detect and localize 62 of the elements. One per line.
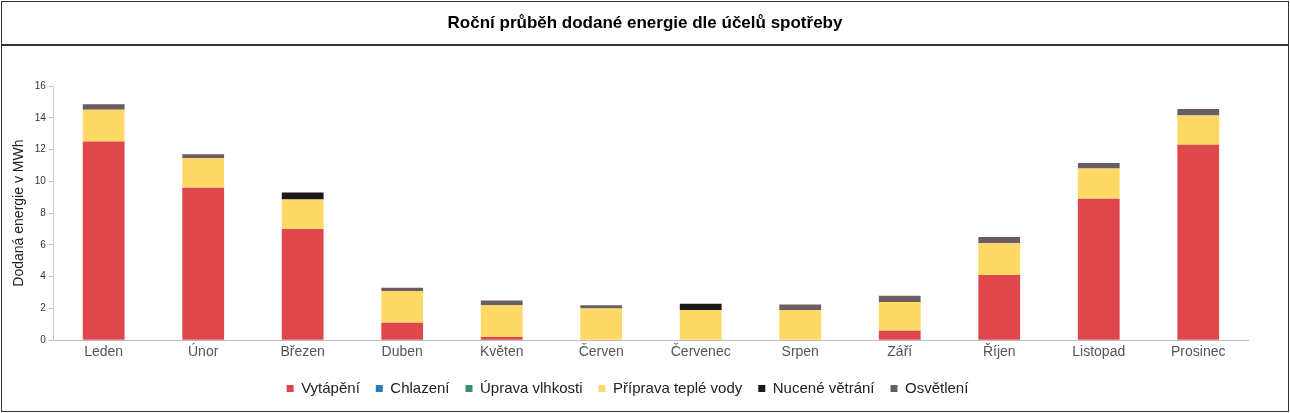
y-tick-label: 0 <box>40 333 47 345</box>
x-tick-label: Srpen <box>781 343 819 360</box>
bar <box>580 305 623 309</box>
bar <box>480 300 523 306</box>
legend-label: Nucené větrání <box>772 378 876 396</box>
bar <box>381 290 424 323</box>
bar <box>381 322 424 340</box>
bar <box>1177 144 1220 340</box>
y-tick-label: 16 <box>34 79 47 91</box>
bar <box>978 243 1021 276</box>
bar <box>679 303 722 311</box>
x-tick-label: Leden <box>84 343 124 360</box>
x-tick-label: Listopad <box>1072 343 1126 360</box>
bar <box>480 337 523 340</box>
x-tick-label: Prosinec <box>1171 343 1226 360</box>
bar <box>1177 109 1220 116</box>
legend-label: Úprava vlhkosti <box>480 378 583 396</box>
bar <box>82 141 125 340</box>
bar <box>1077 163 1120 169</box>
bar <box>281 199 324 229</box>
x-tick-label: Březen <box>280 343 325 360</box>
x-tick-label: Říjen <box>982 343 1016 360</box>
x-tick-label: Červen <box>578 343 624 360</box>
bar <box>182 154 225 159</box>
y-tick-label: 10 <box>34 175 47 187</box>
x-tick-label: Květen <box>479 343 524 360</box>
chart-title: Roční průběh dodané energie dle účelů spotřeby <box>2 2 1288 46</box>
y-tick-label: 4 <box>40 270 47 282</box>
legend-label: Chlazení <box>390 378 451 396</box>
x-tick-label: Duben <box>381 343 423 360</box>
bar <box>580 308 623 340</box>
bar <box>82 109 125 142</box>
bar <box>978 275 1021 340</box>
bar <box>878 295 921 303</box>
y-tick-label: 14 <box>34 111 47 123</box>
y-tick-label: 2 <box>40 302 47 314</box>
bar <box>1077 168 1120 199</box>
legend-label: Příprava teplé vody <box>613 378 743 396</box>
bar <box>82 104 125 110</box>
x-tick-label: Září <box>887 343 913 360</box>
bar <box>1177 115 1220 145</box>
y-tick-label: 6 <box>40 238 47 250</box>
bar <box>381 287 424 291</box>
bar <box>679 310 722 340</box>
legend-label: Vytápění <box>301 378 361 396</box>
bar <box>182 158 225 188</box>
x-tick-label: Červenec <box>670 343 731 360</box>
bar <box>281 228 324 340</box>
x-tick-label: Únor <box>188 343 219 360</box>
bar <box>480 305 523 338</box>
bar <box>779 310 822 340</box>
y-tick-label: 8 <box>40 206 47 218</box>
bar <box>978 236 1021 244</box>
bar <box>281 192 324 200</box>
legend-label: Osvětlení <box>905 378 970 396</box>
bar <box>779 304 822 311</box>
bar <box>878 330 921 340</box>
bar <box>878 302 921 331</box>
y-tick-label: 12 <box>34 143 47 155</box>
bar <box>182 187 225 340</box>
bar <box>1077 198 1120 340</box>
y-axis-title: Dodaná energie v MWh <box>10 139 27 287</box>
